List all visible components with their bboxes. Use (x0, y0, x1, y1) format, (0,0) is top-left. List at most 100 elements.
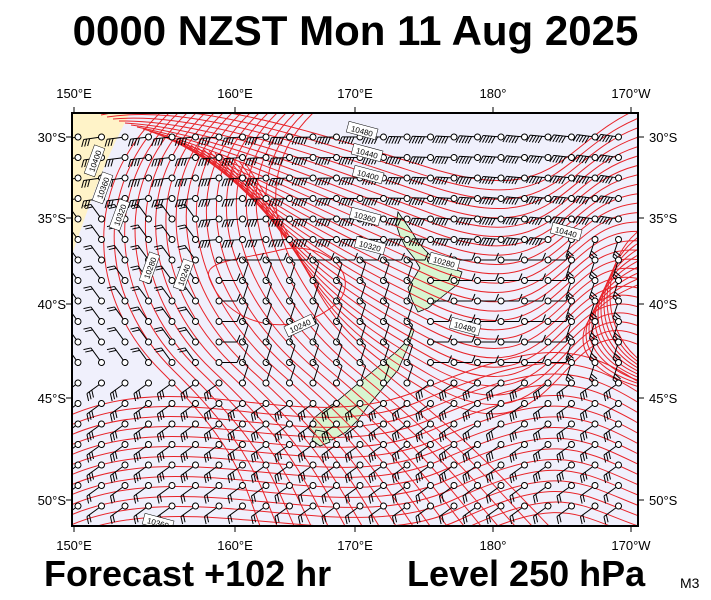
wind-barb-icon (174, 174, 199, 187)
wind-barb-icon (315, 154, 340, 165)
wind-barb-icon (262, 319, 273, 346)
wind-barb-icon (203, 420, 223, 443)
contour-line (255, 113, 516, 526)
wind-barb-icon (579, 482, 599, 504)
wind-barb-icon (432, 236, 458, 247)
contour-line (72, 469, 638, 526)
wind-barb-icon (596, 215, 622, 225)
wind-barb-icon (106, 347, 129, 366)
wind-barb-icon (239, 360, 249, 387)
wind-barb-icon (250, 420, 270, 443)
wind-barb-icon (72, 204, 82, 223)
wind-barb-icon (344, 461, 364, 484)
contour-line (160, 134, 638, 284)
wind-barb-icon (72, 265, 82, 284)
wind-barb-icon (333, 339, 343, 366)
wind-barb-icon (391, 420, 411, 443)
wind-barb-icon (315, 215, 340, 227)
wind-barb-icon (286, 257, 296, 284)
wind-barb-icon (427, 355, 452, 366)
wind-barb-icon (544, 314, 570, 325)
wind-barb-icon (579, 400, 599, 422)
wind-barb-icon (274, 461, 293, 484)
wind-barb-icon (83, 265, 105, 284)
wind-barb-icon (497, 334, 523, 346)
wind-barb-icon (286, 278, 296, 305)
wind-barb-icon (244, 154, 270, 166)
wind-barb-icon (485, 400, 505, 422)
wind-barb-icon (485, 441, 505, 463)
wind-barb-icon (250, 482, 270, 504)
wind-barb-icon (479, 133, 505, 144)
wind-barb-icon (104, 133, 129, 147)
wind-barb-icon (86, 379, 105, 402)
wind-barb-icon (462, 400, 481, 422)
contour-line (72, 416, 638, 476)
wind-barb-icon (497, 252, 523, 264)
wind-barb-icon (556, 400, 575, 422)
wind-barb-icon (291, 133, 317, 145)
wind-barb-icon (177, 347, 199, 366)
wind-barb-icon (250, 461, 270, 484)
wind-barb-icon (544, 334, 570, 346)
wind-barb-icon (83, 326, 105, 346)
wind-barb-icon (180, 400, 199, 422)
wind-barb-icon (133, 420, 152, 443)
wind-barb-icon (153, 224, 176, 243)
wind-barb-icon (544, 355, 570, 366)
wind-barb-icon (177, 224, 199, 243)
wind-barb-icon (198, 195, 223, 208)
wind-barb-icon (525, 195, 552, 205)
wind-barb-icon (250, 502, 270, 525)
wind-barb-icon (180, 420, 199, 443)
wind-barb-icon (432, 174, 458, 185)
contour-line (72, 373, 638, 436)
wind-barb-icon (474, 355, 499, 366)
wind-barb-icon (239, 257, 249, 284)
wind-barb-icon (130, 285, 152, 305)
wind-barb-icon (86, 502, 105, 525)
wind-barb-icon (244, 215, 270, 228)
wind-barb-icon (333, 257, 343, 284)
wind-barb-icon (502, 133, 528, 144)
wind-barb-icon (588, 236, 599, 263)
wind-barb-icon (291, 195, 317, 207)
wind-barb-icon (579, 441, 599, 463)
wind-barb-icon (106, 326, 129, 346)
contour-line (185, 113, 397, 526)
wind-barb-icon (180, 461, 199, 484)
wind-barbs (72, 133, 622, 525)
wind-barb-icon (315, 195, 340, 206)
wind-barb-icon (274, 420, 293, 443)
contour-line (606, 236, 638, 363)
wind-barb-icon (403, 319, 414, 346)
wind-barb-icon (572, 133, 599, 144)
wind-barb-icon (309, 360, 320, 387)
contour-line (144, 113, 329, 526)
lat-label: 45°S (38, 391, 67, 406)
lat-label: 35°S (649, 211, 678, 226)
wind-barb-icon (86, 400, 105, 422)
wind-barb-icon (415, 400, 434, 422)
wind-barb-icon (427, 334, 452, 346)
wind-barb-icon (612, 318, 622, 345)
wind-barb-icon (156, 461, 176, 484)
wind-barb-icon (368, 502, 387, 525)
wind-barb-icon (415, 379, 434, 402)
wind-barb-icon (86, 482, 105, 504)
contour-line (72, 405, 638, 466)
wind-barb-icon (509, 502, 528, 525)
wind-barb-icon (133, 400, 152, 422)
wind-barb-icon (72, 441, 82, 456)
wind-barb-icon (549, 133, 575, 144)
wind-barb-icon (72, 482, 82, 497)
wind-barb-icon (344, 441, 364, 463)
wind-barb-icon (221, 154, 246, 166)
contour-line (588, 272, 638, 381)
wind-barb-icon (106, 244, 129, 264)
contour-line (106, 114, 638, 200)
wind-barb-icon (462, 441, 481, 463)
wind-barb-icon (221, 174, 246, 187)
wind-barb-icon (415, 420, 434, 443)
wind-barb-icon (72, 379, 82, 394)
